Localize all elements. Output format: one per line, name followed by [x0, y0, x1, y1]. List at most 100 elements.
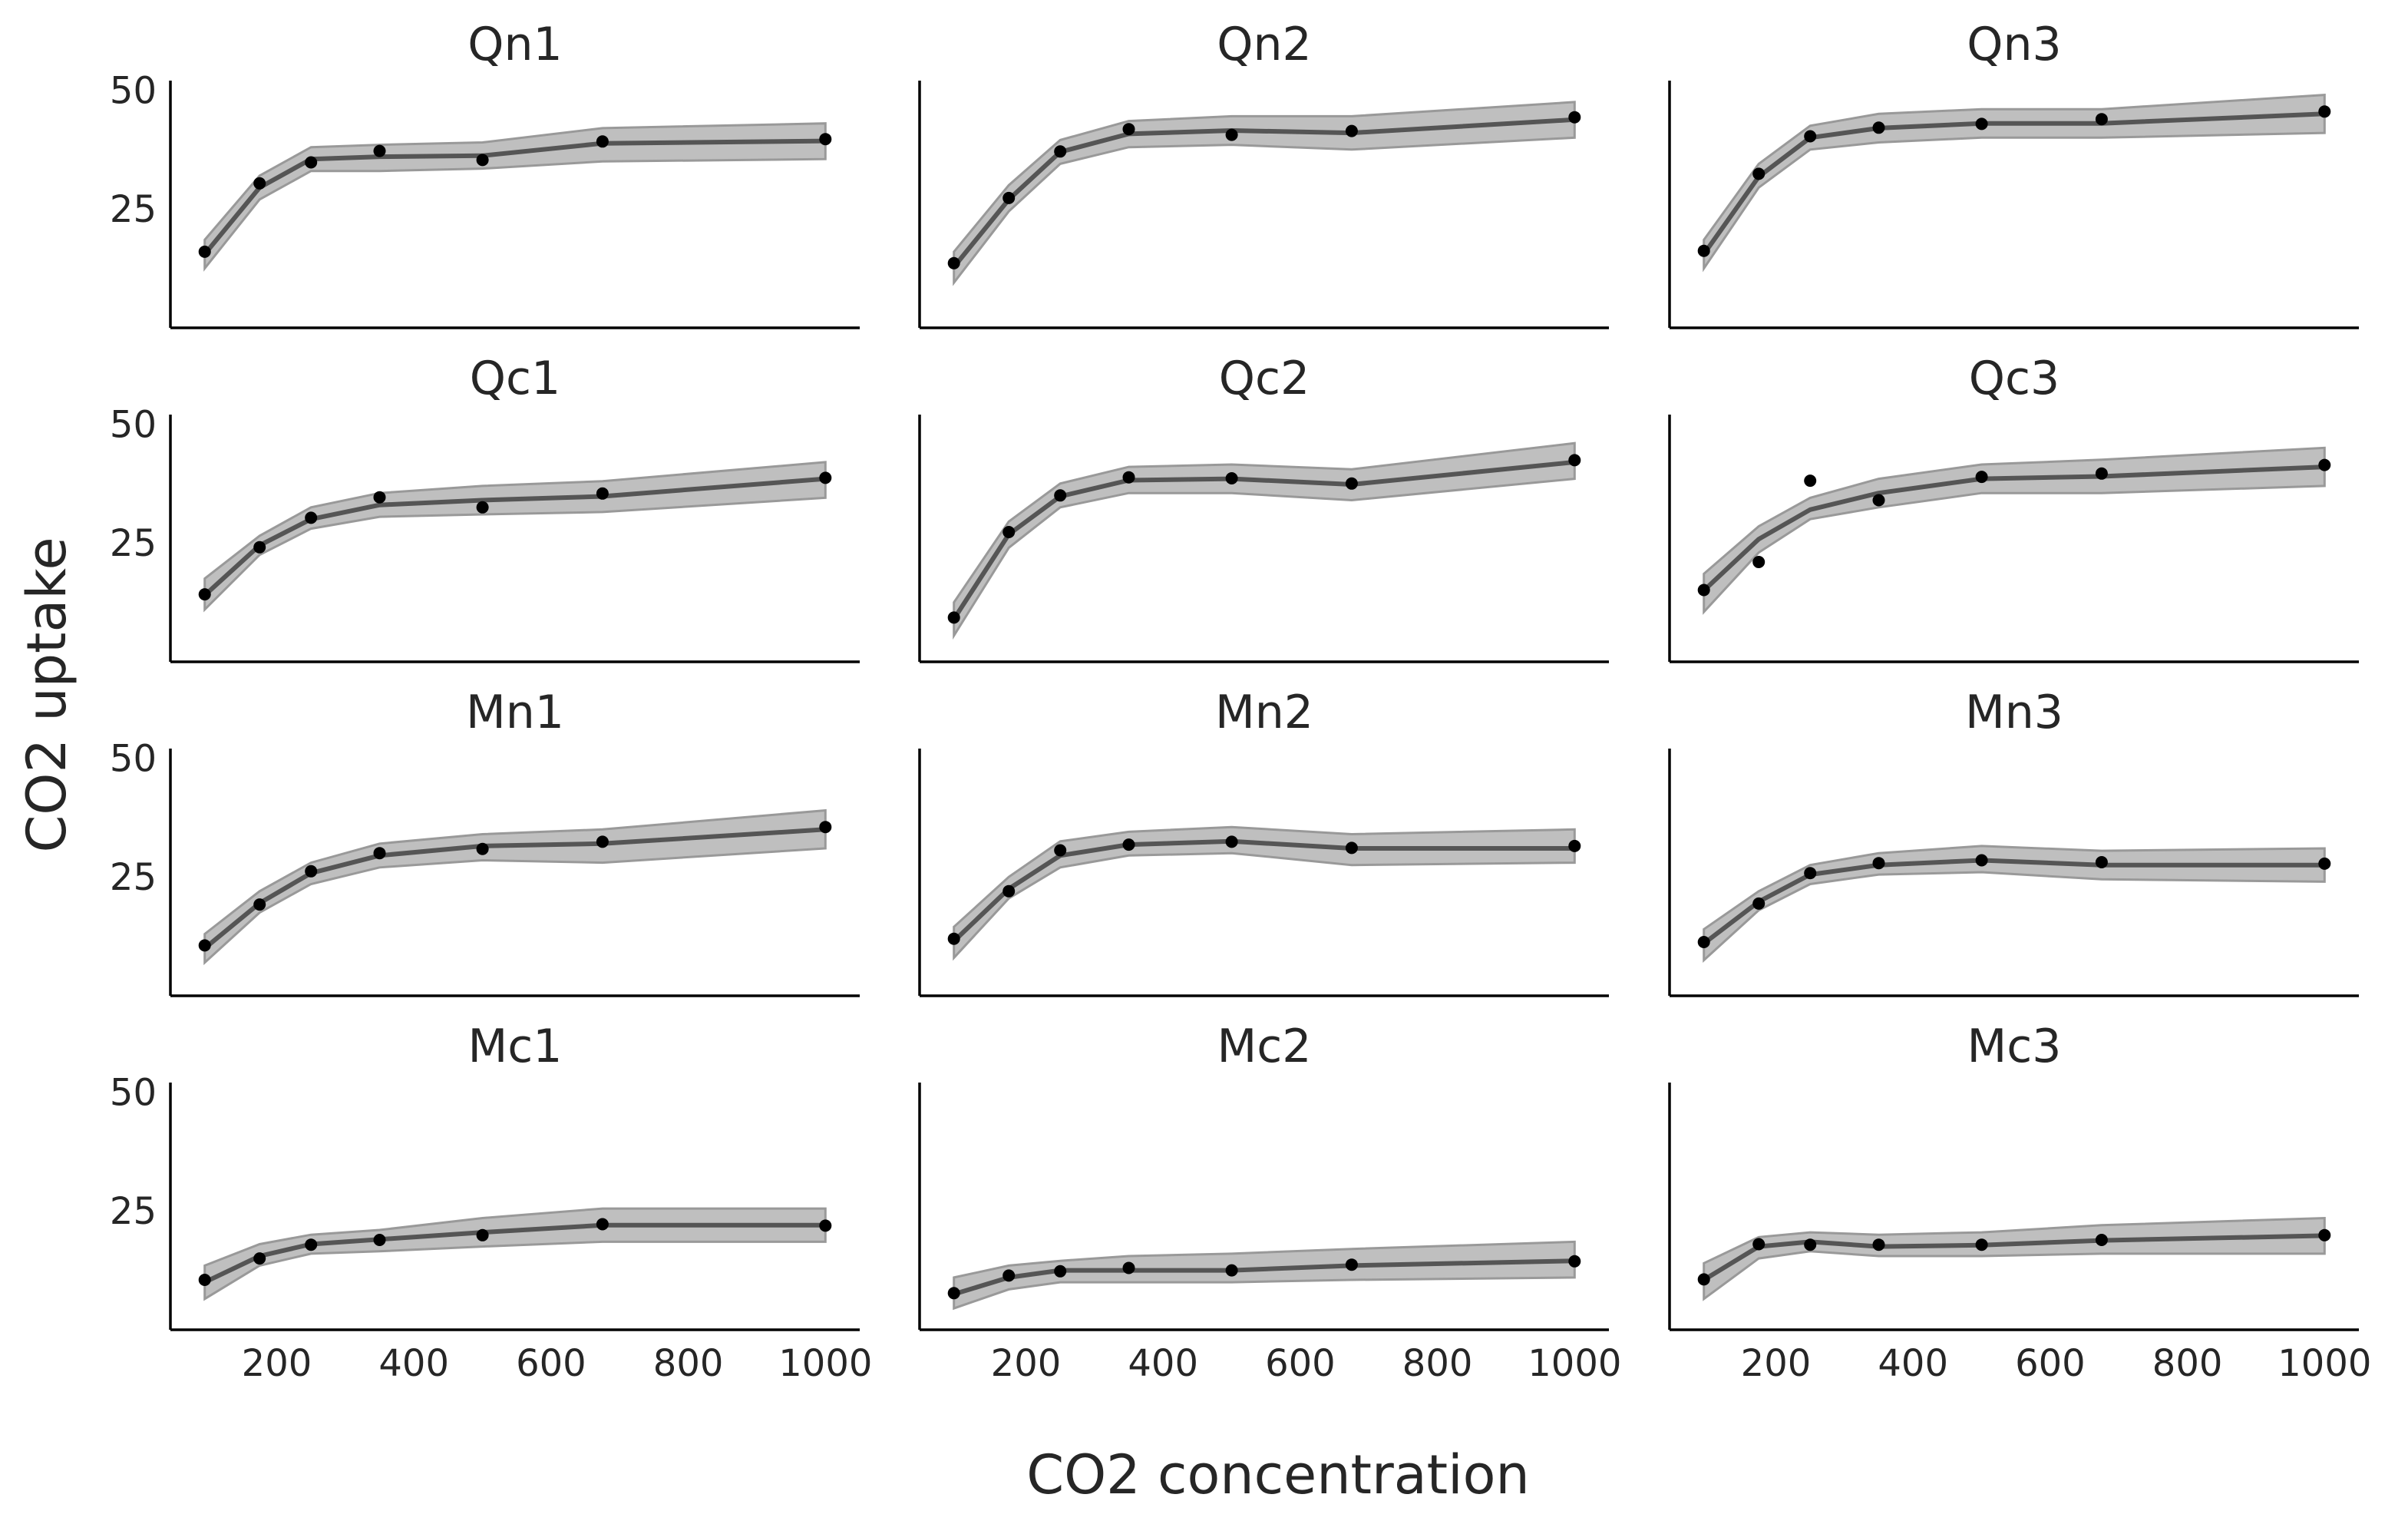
observed-point: [1752, 1238, 1766, 1251]
observed-point: [1975, 1238, 1988, 1251]
observed-point: [305, 865, 318, 878]
observed-point: [198, 588, 211, 601]
panel-title: Qn3: [1967, 18, 2061, 71]
observed-point: [1345, 841, 1358, 855]
panel-mc2: Mc2 200 400 600 800 1000: [918, 1020, 1621, 1385]
x-tick-label: 200: [1741, 1342, 1812, 1385]
observed-point: [1568, 454, 1581, 467]
y-tick-label: 25: [110, 1190, 157, 1233]
observed-point: [1054, 1265, 1067, 1278]
observed-point: [1697, 244, 1710, 257]
uncertainty-band: [1703, 845, 2326, 963]
uncertainty-band: [203, 808, 827, 966]
observed-point: [1122, 1261, 1135, 1274]
x-tick-label: 600: [2015, 1342, 2086, 1385]
x-axis-title: CO2 concentration: [1026, 1443, 1530, 1506]
observed-point: [2095, 1234, 2108, 1246]
observed-point: [819, 471, 832, 484]
panel-qc2: Qc2: [918, 352, 1609, 663]
y-tick-label: 25: [110, 856, 157, 899]
observed-point: [253, 1252, 266, 1265]
observed-point: [198, 1274, 211, 1286]
observed-point: [253, 177, 266, 190]
y-tick-label: 50: [110, 1071, 157, 1114]
observed-point: [1003, 526, 1016, 538]
observed-point: [596, 135, 609, 148]
y-axis-title: CO2 uptake: [15, 537, 78, 852]
uncertainty-band: [203, 1207, 827, 1301]
observed-point: [373, 144, 386, 157]
observed-point: [2095, 856, 2108, 868]
y-tick-label: 50: [110, 403, 157, 446]
uncertainty-band: [953, 441, 1576, 640]
observed-point: [2318, 105, 2331, 118]
panel-qn1: Qn1 25 50: [110, 18, 860, 329]
observed-point: [1345, 1258, 1358, 1271]
panel-qn3: Qn3: [1668, 18, 2359, 329]
observed-point: [2318, 458, 2331, 471]
panel-title: Qc2: [1219, 352, 1310, 405]
observed-point: [1054, 489, 1067, 502]
observed-point: [596, 1218, 609, 1231]
x-tick-label: 1000: [778, 1342, 872, 1385]
observed-point: [1225, 835, 1238, 848]
panel-title: Qn1: [467, 18, 562, 71]
observed-point: [1804, 1238, 1817, 1251]
observed-point: [253, 541, 266, 554]
y-tick-label: 25: [110, 522, 157, 565]
uncertainty-band: [953, 825, 1576, 961]
observed-point: [947, 932, 960, 945]
observed-point: [373, 847, 386, 860]
panel-title: Mc2: [1217, 1020, 1312, 1073]
observed-point: [1697, 1273, 1710, 1286]
observed-point: [819, 821, 832, 834]
panel-mn3: Mn3: [1668, 686, 2359, 997]
observed-point: [1345, 124, 1358, 137]
y-tick-label: 25: [110, 188, 157, 231]
panel-title: Qc1: [470, 352, 560, 405]
observed-point: [1975, 117, 1988, 131]
x-tick-label: 1000: [2278, 1342, 2371, 1385]
panel-title: Qc3: [1969, 352, 2060, 405]
observed-point: [947, 611, 960, 624]
x-tick-label: 200: [242, 1342, 312, 1385]
observed-point: [198, 939, 211, 952]
panel-title: Qn2: [1217, 18, 1311, 71]
observed-point: [1804, 867, 1817, 880]
x-tick-label: 1000: [1528, 1342, 1621, 1385]
observed-point: [1872, 857, 1885, 870]
observed-point: [476, 842, 489, 855]
panel-title: Mn2: [1215, 686, 1313, 739]
observed-point: [596, 835, 609, 848]
panel-title: Mn1: [466, 686, 564, 739]
observed-point: [2318, 1228, 2331, 1241]
panel-mn2: Mn2: [918, 686, 1609, 997]
observed-point: [305, 156, 318, 169]
observed-point: [1975, 471, 1988, 484]
observed-point: [1345, 477, 1358, 490]
x-tick-label: 800: [2152, 1342, 2223, 1385]
observed-point: [1225, 1264, 1238, 1277]
x-tick-label: 800: [1402, 1342, 1473, 1385]
observed-point: [1568, 839, 1581, 852]
observed-point: [2095, 467, 2108, 480]
observed-point: [1054, 145, 1067, 158]
panel-title: Mc1: [468, 1020, 563, 1073]
x-tick-label: 600: [516, 1342, 586, 1385]
x-tick-label: 400: [1128, 1342, 1198, 1385]
panel-grid: Qn1 25 50 Qn2 Qn3 Qc1 25 50 Qc2 Qc3 Mn1 25 50 Mn2 Mn3 M…: [110, 18, 2371, 1385]
panel-qc1: Qc1 25 50: [110, 352, 860, 663]
uncertainty-band: [203, 461, 827, 613]
observed-point: [1872, 121, 1885, 134]
observed-point: [476, 154, 489, 167]
panel-mc1: Mc1 25 50 200 400 600 800 1000: [110, 1020, 872, 1385]
observed-point: [373, 1234, 386, 1246]
observed-point: [1054, 844, 1067, 857]
panel-qn2: Qn2: [918, 18, 1609, 329]
x-tick-label: 800: [653, 1342, 724, 1385]
panel-mn1: Mn1 25 50: [110, 686, 860, 997]
observed-point: [947, 256, 960, 269]
observed-point: [596, 487, 609, 500]
x-tick-label: 600: [1265, 1342, 1336, 1385]
